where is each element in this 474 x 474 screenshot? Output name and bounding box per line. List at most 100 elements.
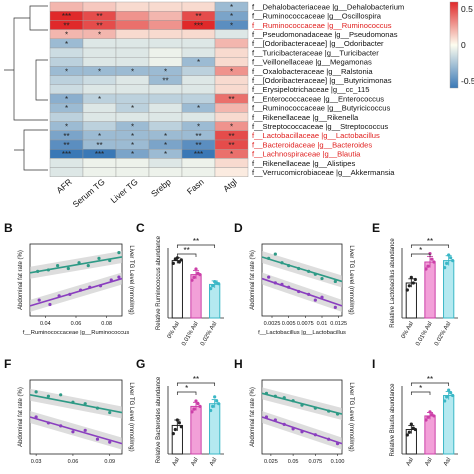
significance-bracket	[410, 382, 450, 386]
bar-point	[179, 258, 183, 262]
heatmap-cell	[49, 167, 84, 178]
heatmap-star: *	[230, 123, 233, 132]
significance-bracket	[410, 253, 431, 257]
y-axis-label-right: Liver TG Level (mmol/mg)	[128, 382, 134, 451]
heatmap-star: *	[65, 40, 68, 49]
x-tick-label: 0.08	[101, 321, 112, 327]
heatmap-cell	[148, 1, 183, 12]
bar-panel-e: 0% Asl 0.01% Asl 0.02% Asl***Relative Lact…	[390, 237, 458, 347]
heatmap-star: *	[230, 3, 233, 12]
x-tick-label: 0.09	[104, 459, 115, 465]
heatmap-cell	[115, 20, 150, 30]
x-tick-label: 0.04	[40, 321, 51, 327]
scatter-panel-h: 0.025 0.05 0.075 0.100 Abdominal fat rate (%…	[250, 379, 354, 465]
bar-point	[179, 425, 183, 429]
scatter-point	[34, 415, 38, 419]
y-axis-label-right: Liver TG Level (mmol/mg)	[348, 382, 354, 451]
colorbar-bar	[449, 1, 459, 89]
heatmap-star: **	[228, 132, 234, 141]
heatmap-star: *	[164, 150, 167, 159]
bar-point	[192, 407, 196, 411]
bar-point	[409, 422, 413, 426]
bar-point	[449, 256, 453, 260]
bar-panel-c: 0% Asl 0.01% Asl 0.02% Asl **** Relative Rum…	[156, 235, 224, 347]
bar-point	[443, 399, 447, 403]
scatter-point	[48, 302, 52, 307]
heatmap-star: *	[98, 67, 101, 76]
bar-point	[211, 404, 215, 408]
heatmap-row-label: f__Turicibacteraceae |g__Turicibacter	[252, 48, 379, 57]
heatmap-star: **	[63, 132, 69, 141]
category-label: Asl	[209, 457, 218, 467]
significance-mark: **	[427, 237, 433, 246]
category-label: Asl	[190, 457, 199, 467]
heatmap-column-label: Serum TG	[70, 177, 106, 210]
scatter-point	[291, 427, 295, 431]
heatmap-cell	[115, 10, 150, 21]
heatmap-star: *	[230, 150, 233, 159]
category-label: Asl	[443, 457, 452, 467]
scatter-point	[282, 396, 286, 400]
heatmap-cell	[115, 158, 150, 168]
category-label: 0.01% Asl	[415, 321, 434, 347]
heatmap-cell	[115, 29, 150, 40]
scatter-point	[300, 403, 304, 407]
bar-point	[213, 395, 217, 399]
heatmap-star: *	[164, 141, 167, 150]
significance-bracket	[176, 244, 216, 248]
heatmap-star: *	[98, 132, 101, 141]
bar-point	[424, 267, 428, 271]
scatter-point	[117, 275, 121, 279]
bar	[171, 260, 183, 319]
scatter-point	[335, 442, 340, 446]
heatmap-cell	[214, 29, 249, 40]
bar	[443, 395, 455, 455]
scatter-point	[280, 261, 284, 265]
scatter-point	[320, 295, 324, 299]
bar	[443, 260, 455, 319]
x-tick-label: 0.0025	[264, 321, 281, 327]
scatter-point	[320, 276, 324, 281]
heatmap-cell	[181, 93, 216, 104]
heatmap-row-label: f__Streptococcaceae |g__Streptococcus	[252, 122, 388, 131]
bar-point	[171, 432, 175, 436]
bar-point	[171, 261, 175, 265]
scatter-point	[264, 391, 269, 395]
heatmap-star: *	[65, 123, 68, 132]
bar	[190, 405, 202, 455]
heatmap-cell	[82, 167, 117, 178]
scatter-point	[46, 394, 51, 398]
bar-point	[413, 277, 417, 282]
bar-point	[445, 261, 449, 265]
y-axis-label: Relative Bacteroides abundance	[156, 376, 162, 463]
significance-mark: **	[193, 237, 199, 246]
y-axis-label-right: Liver TG Level (mmol/mg)	[348, 245, 354, 314]
heatmap-cell	[115, 84, 150, 95]
heatmap-row-label: f__Enterococcaceae |g__Enterococcus	[252, 94, 384, 103]
x-tick-label: 0.06	[71, 321, 82, 327]
bar	[424, 415, 436, 455]
significance-mark: *	[419, 384, 422, 393]
scatter-point	[313, 406, 317, 410]
bar-point	[432, 414, 436, 418]
bar-point	[451, 393, 455, 398]
heatmap-row-label: f__Veillonellaceae |g__Megamonas	[252, 58, 372, 67]
heatmap-cell	[82, 102, 117, 113]
scatter-point	[98, 284, 103, 288]
panel-label-i: I	[372, 357, 375, 371]
bar-point	[409, 275, 413, 279]
bar-point	[198, 404, 202, 408]
regression-line	[261, 256, 343, 283]
scatter-point	[57, 294, 61, 298]
bar-point	[449, 391, 453, 395]
bar-point	[426, 415, 430, 419]
heatmap-cell	[148, 20, 183, 30]
bar-point	[211, 284, 215, 288]
heatmap-cell	[148, 47, 183, 58]
panel-label-d: D	[234, 221, 243, 235]
regression-line	[29, 277, 123, 307]
bar-point	[196, 402, 200, 406]
heatmap-cell	[115, 1, 150, 12]
x-tick-label: 0.100	[331, 459, 345, 465]
y-axis-label: Relative Blautia abundance	[390, 383, 396, 457]
